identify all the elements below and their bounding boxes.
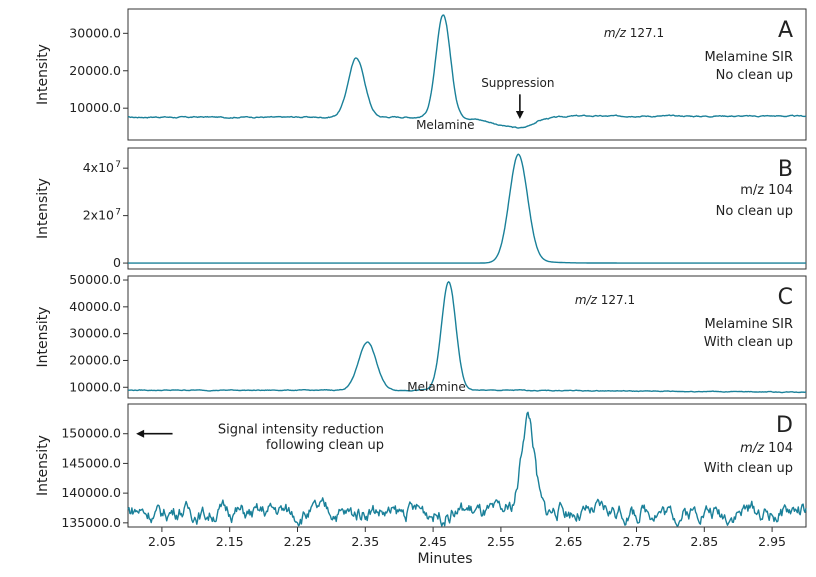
panel-info-line: With clean up: [704, 461, 793, 476]
series-line-a: [127, 14, 807, 129]
xtick-label: 2.85: [690, 534, 718, 549]
ytick-label: 30000.0: [69, 326, 121, 341]
panel-info-line: No clean up: [716, 68, 793, 83]
xtick-label: 2.05: [148, 534, 176, 549]
suppression-arrow-head: [515, 111, 524, 120]
ytick-label: 10000.0: [69, 379, 121, 394]
panel-letter: D: [776, 413, 793, 438]
panel-c-frame: [127, 275, 807, 399]
ytick-exponent: 7: [115, 208, 121, 218]
panel-info-line: With clean up: [704, 335, 793, 350]
xtick-label: 2.45: [419, 534, 447, 549]
y-axis-label: Intensity: [35, 435, 51, 496]
xtick-label: 2.75: [623, 534, 651, 549]
annotation-label: Melamine: [407, 380, 465, 394]
ytick-label: 40000.0: [69, 299, 121, 314]
ytick-label: 10000.0: [69, 100, 121, 115]
xtick-label: 2.25: [284, 534, 312, 549]
x-axis-label: Minutes: [417, 551, 472, 567]
panel-d-frame: [127, 403, 807, 528]
panel-mz-label: m/z 127.1: [604, 26, 664, 40]
annotation-label: Suppression: [481, 76, 554, 90]
ytick-label: 0: [113, 255, 121, 270]
series-line-d: [127, 411, 807, 527]
ytick-label: 135000.0: [61, 515, 121, 530]
panel-info-line: m/z 104: [740, 183, 793, 198]
xtick-label: 2.35: [351, 534, 379, 549]
ytick-label: 2x10: [83, 208, 114, 223]
ytick-label: 4x10: [83, 160, 114, 175]
ytick-label: 20000.0: [69, 63, 121, 78]
y-axis-label: Intensity: [35, 44, 51, 105]
series-line-c: [127, 281, 807, 394]
y-axis-label: Intensity: [35, 307, 51, 368]
ytick-label: 50000.0: [69, 272, 121, 287]
ytick-label: 20000.0: [69, 352, 121, 367]
xtick-label: 2.95: [758, 534, 786, 549]
reduction-arrow-head: [136, 429, 145, 438]
panel-mz-label: m/z 104: [740, 441, 793, 456]
annotation-label: Signal intensity reduction: [218, 423, 384, 438]
ytick-label: 145000.0: [61, 455, 121, 470]
annotation-label: Melamine: [416, 118, 474, 132]
panel-info-line: Melamine SIR: [704, 317, 793, 332]
ytick-label: 150000.0: [61, 426, 121, 441]
xtick-label: 2.65: [555, 534, 583, 549]
ytick-exponent: 7: [115, 160, 121, 170]
xtick-label: 2.15: [216, 534, 244, 549]
annotation-label: following clean up: [266, 438, 384, 453]
xtick-label: 2.55: [487, 534, 515, 549]
panel-b-frame: [127, 147, 807, 270]
ytick-label: 30000.0: [69, 25, 121, 40]
panel-letter: A: [778, 18, 793, 43]
panel-letter: B: [778, 157, 793, 182]
y-axis-label: Intensity: [35, 178, 51, 239]
series-line-b: [128, 153, 806, 264]
panel-mz-label: m/z 127.1: [575, 293, 635, 307]
panel-info-line: No clean up: [716, 204, 793, 219]
panel-letter: C: [778, 285, 793, 310]
ytick-label: 140000.0: [61, 485, 121, 500]
panel-a-frame: [127, 8, 807, 141]
panel-info-line: Melamine SIR: [704, 50, 793, 65]
